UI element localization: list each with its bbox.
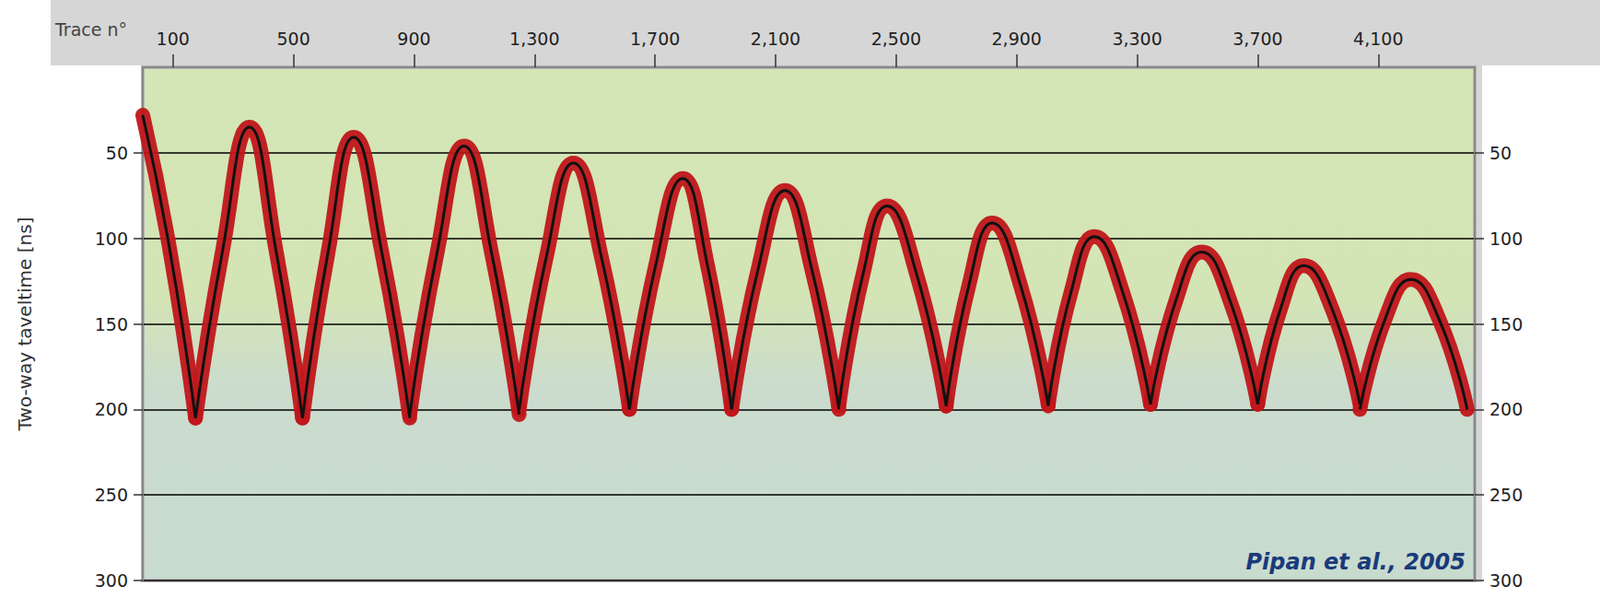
svg-text:2,100: 2,100 xyxy=(750,28,801,49)
svg-text:3,300: 3,300 xyxy=(1111,28,1162,49)
svg-text:4,100: 4,100 xyxy=(1353,28,1403,49)
svg-text:Two-way taveltime [ns]: Two-way taveltime [ns] xyxy=(13,217,36,433)
svg-text:3,700: 3,700 xyxy=(1232,28,1283,49)
svg-text:2,900: 2,900 xyxy=(992,28,1042,49)
svg-text:150: 150 xyxy=(1489,314,1523,335)
svg-text:1,300: 1,300 xyxy=(509,28,560,49)
svg-text:250: 250 xyxy=(94,484,129,505)
svg-text:100: 100 xyxy=(1489,228,1523,249)
svg-text:200: 200 xyxy=(94,398,129,420)
svg-text:Trace n°: Trace n° xyxy=(54,19,128,40)
svg-text:100: 100 xyxy=(94,228,129,249)
svg-text:300: 300 xyxy=(1489,570,1523,591)
svg-text:500: 500 xyxy=(276,28,310,49)
svg-text:1,700: 1,700 xyxy=(630,28,680,49)
svg-text:100: 100 xyxy=(156,28,190,49)
svg-text:300: 300 xyxy=(94,570,129,591)
svg-text:50: 50 xyxy=(1489,142,1512,164)
svg-text:200: 200 xyxy=(1489,398,1523,420)
svg-text:2,500: 2,500 xyxy=(871,28,922,49)
svg-text:900: 900 xyxy=(397,28,431,49)
svg-text:150: 150 xyxy=(94,314,129,335)
svg-text:50: 50 xyxy=(105,142,129,164)
svg-text:Pipan et al., 2005: Pipan et al., 2005 xyxy=(1245,548,1466,575)
svg-text:250: 250 xyxy=(1489,484,1523,505)
